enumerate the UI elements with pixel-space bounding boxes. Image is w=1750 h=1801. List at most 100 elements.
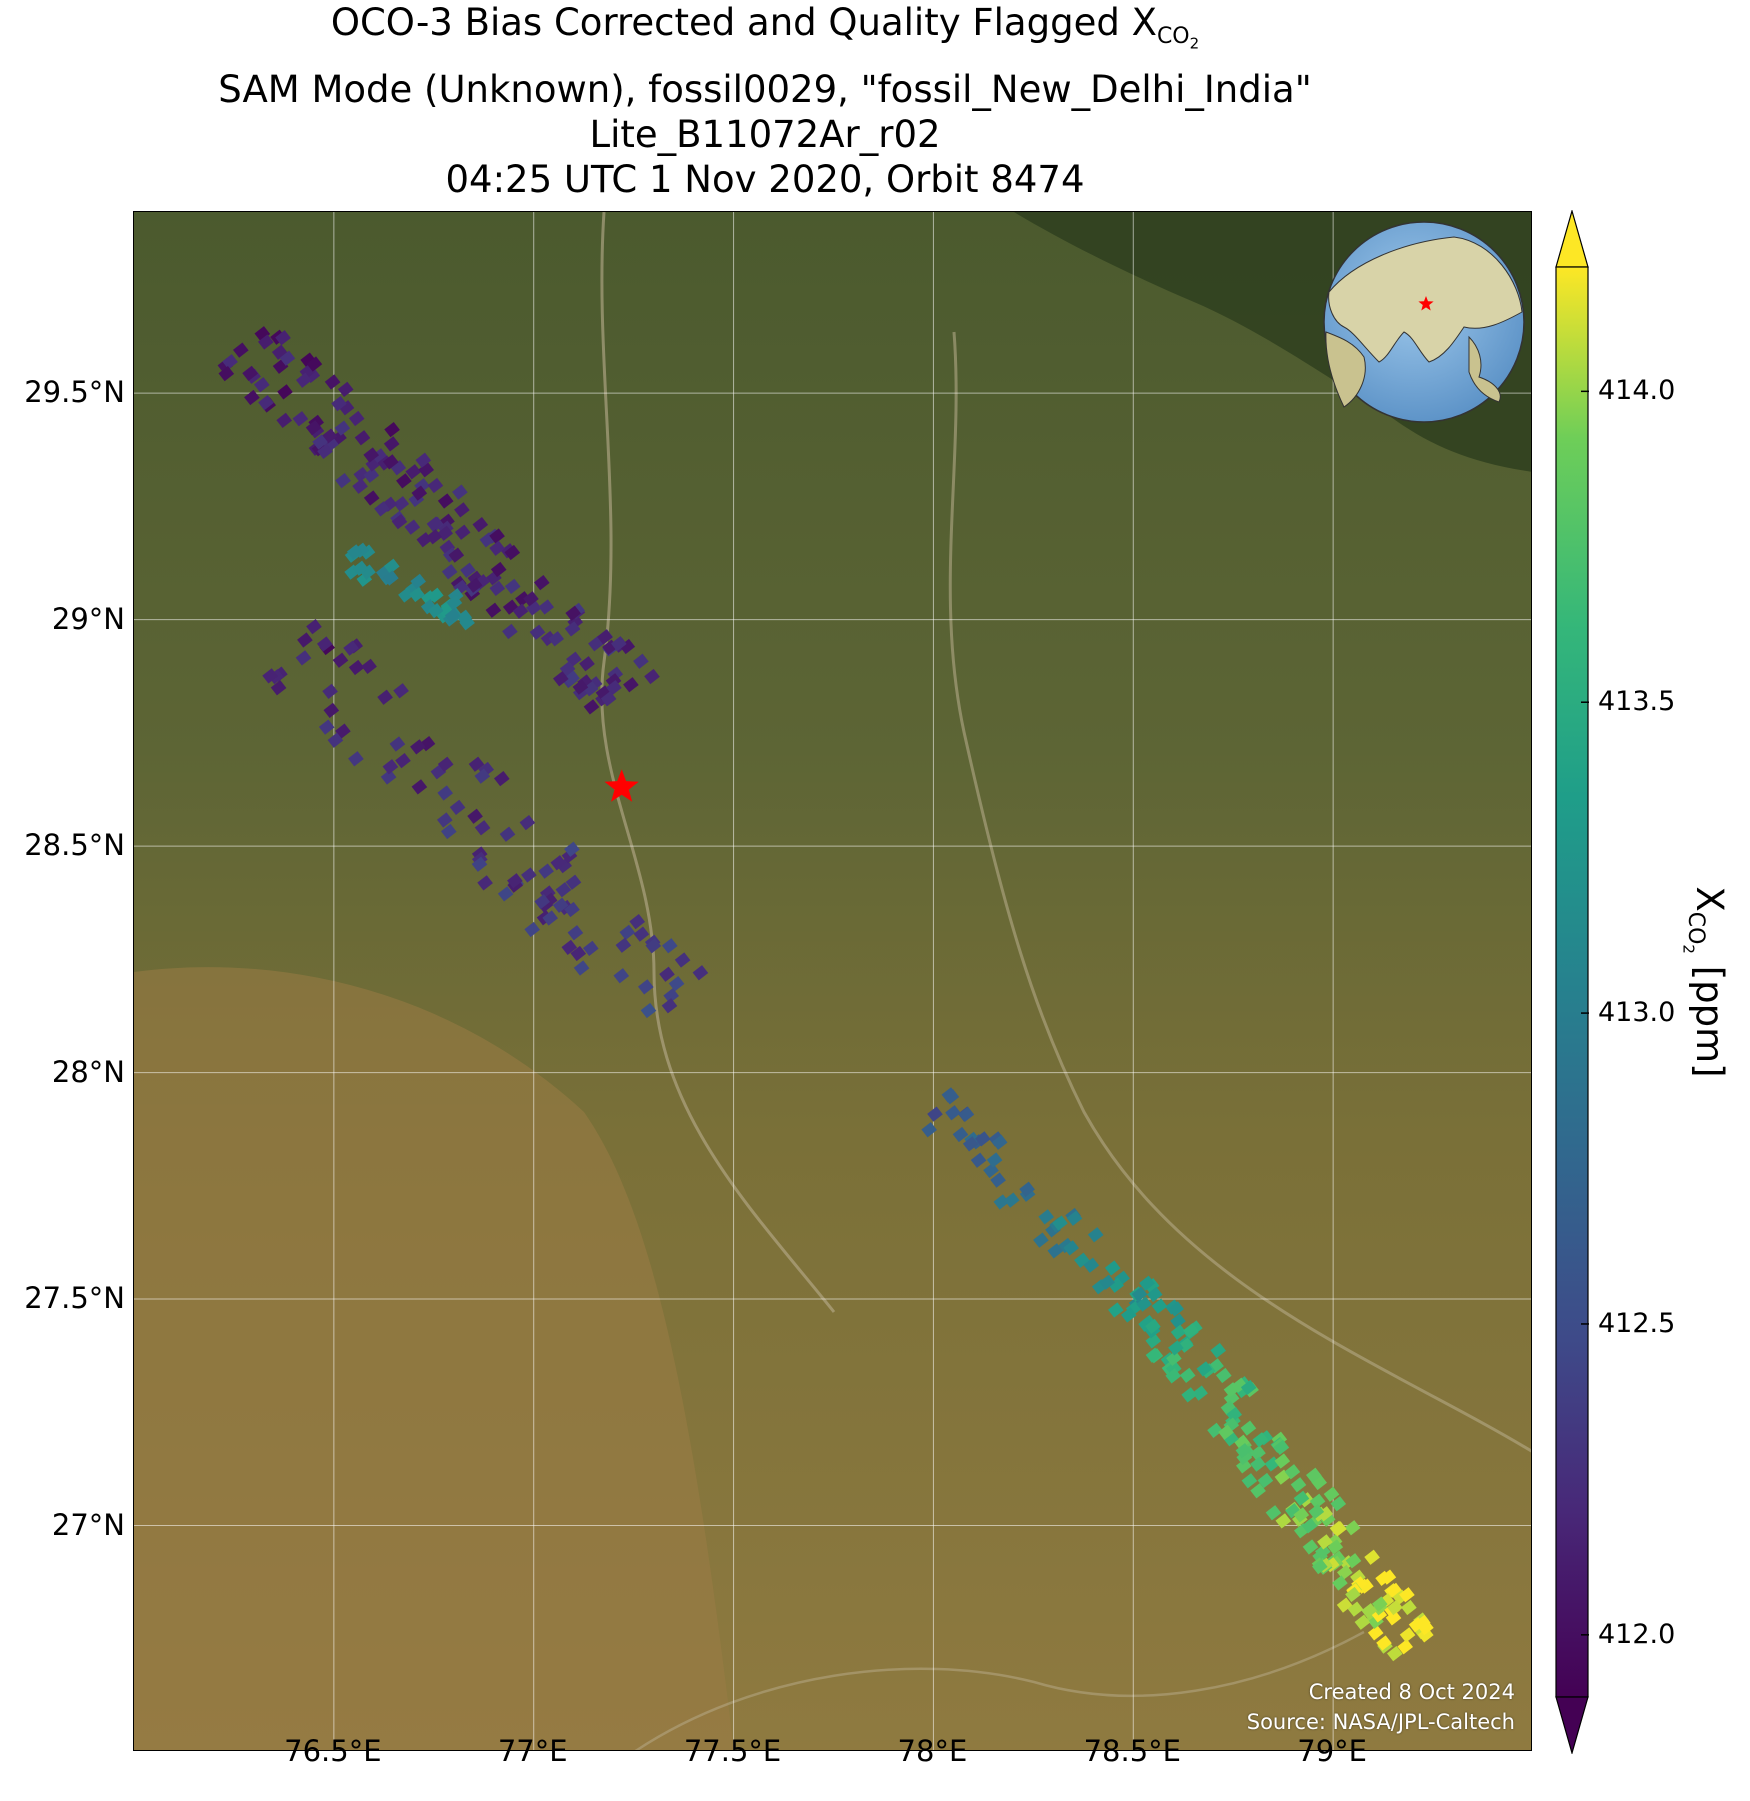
xco2-sounding [335,723,351,739]
xco2-sounding [292,411,309,427]
xco2-sounding [561,939,578,956]
xco2-sounding [1196,1361,1213,1377]
xco2-sounding [1179,1367,1196,1384]
globe-land-africa [1325,331,1366,408]
xco2-sounding [410,739,426,755]
xco2-sounding [1327,1539,1344,1555]
xco2-sounding [663,988,680,1004]
xco2-sounding [637,979,654,995]
xco2-sounding [1386,1582,1403,1599]
xco2-sounding [613,968,630,984]
xco2-sounding [348,410,365,427]
xco2-sounding [327,732,344,748]
xco2-sounding [515,591,531,607]
xco2-sounding [1215,1367,1232,1384]
xco2-sounding [958,1106,975,1123]
xco2-sounding [489,580,506,597]
xco2-sounding [418,462,435,478]
xco2-sounding [559,661,576,677]
xco2-sounding [1192,1385,1208,1401]
xco2-sounding [1290,1477,1307,1493]
title-line-2: SAM Mode (Unknown), fossil0029, "fossil_… [218,67,1312,111]
xco2-sounding [1223,1390,1240,1406]
xco2-sounding [1274,1453,1291,1469]
xco2-sounding [360,564,376,580]
xco2-sounding [1104,1260,1121,1276]
title-2-sub: 2 [1189,34,1200,53]
xco2-sounding [674,952,691,968]
xco2-sounding [1168,1301,1185,1317]
title-line-3: Lite_B11072Ar_r02 [589,112,941,156]
xco2-sounding [990,1172,1006,1188]
xco2-sounding [371,448,388,464]
xco2-sounding [257,334,274,350]
xco2-sounding [565,874,582,890]
colorbar-tick-label: 412.0 [1598,1618,1676,1650]
xco2-sounding [390,460,407,476]
xco2-sounding [523,591,539,607]
xco2-sounding [489,540,505,556]
xco2-sounding [1207,1422,1223,1439]
xco2-sounding [1087,1227,1104,1243]
xco2-sounding [1401,1599,1417,1616]
xco2-sounding [504,544,521,561]
xco2-sounding [633,926,650,942]
xco2-sounding [437,493,454,509]
xco2-sounding [348,659,365,676]
xco2-sounding [1376,1635,1392,1651]
xco2-sounding [242,365,258,382]
xco2-sounding [277,384,293,400]
title-line-4: 04:25 UTC 1 Nov 2020, Orbit 8474 [445,157,1085,201]
xco2-sounding [572,679,589,695]
xco2-sounding [512,603,529,619]
xco2-sounding [1136,1296,1152,1312]
xco2-sounding [1364,1549,1380,1565]
xco2-sounding [952,1126,969,1143]
xco2-sounding [437,756,454,772]
xco2-sounding [420,599,437,615]
xco2-sounding [1223,1431,1239,1447]
globe-land-seasia [1468,335,1501,403]
map-panel[interactable]: Created 8 Oct 2024 Source: NASA/JPL-Calt… [133,211,1532,1751]
xco2-sounding [1183,1322,1199,1339]
xco2-sounding [316,636,333,652]
colorbar-tick-label: 412.5 [1598,1307,1676,1339]
xco2-sounding [1317,1534,1333,1550]
xco2-sounding [497,886,514,902]
xco2-sounding [441,564,458,580]
colorbar-extend-bottom [1555,1696,1589,1754]
xco2-sounding [295,650,312,666]
colorbar-tick-label: 413.0 [1598,997,1676,1029]
xco2-sounding [1371,1596,1388,1612]
xco2-sounding [253,377,270,393]
xco2-sounding [1166,1350,1182,1367]
cb-label-units: [ppm] [1687,953,1731,1078]
xco2-sounding [384,421,400,438]
xco2-sounding [1218,1424,1234,1440]
xco2-sounding [444,607,461,624]
xco2-sounding [1367,1625,1384,1641]
colorbar-tick-label: 414.0 [1598,375,1676,407]
xco2-sounding [564,901,580,918]
xco2-sounding [582,940,599,957]
cb-label-co-sub: CO2 [1679,912,1707,954]
xco2-sounding [383,570,399,586]
xco2-sounding [1235,1442,1252,1459]
xco2-sounding [1145,1318,1161,1335]
xco2-sounding [361,658,377,675]
xco2-sounding [644,668,660,685]
xco2-sounding [426,516,443,532]
xco2-sounding [471,856,488,872]
xco2-sounding [1293,1490,1310,1507]
xco2-sounding [322,683,338,700]
cb-label-2: 2 [1679,944,1698,954]
xco2-sounding [1361,1603,1378,1619]
xco2-sounding [1099,1274,1116,1290]
xco2-sounding [525,600,542,616]
lat-tick-label: 28°N [51,1054,125,1089]
xco2-sounding [305,420,322,436]
xco2-sounding [1240,1379,1257,1396]
xco2-sounding [477,875,493,891]
xco2-sounding [1165,1368,1182,1384]
river-yamuna [600,212,836,1313]
